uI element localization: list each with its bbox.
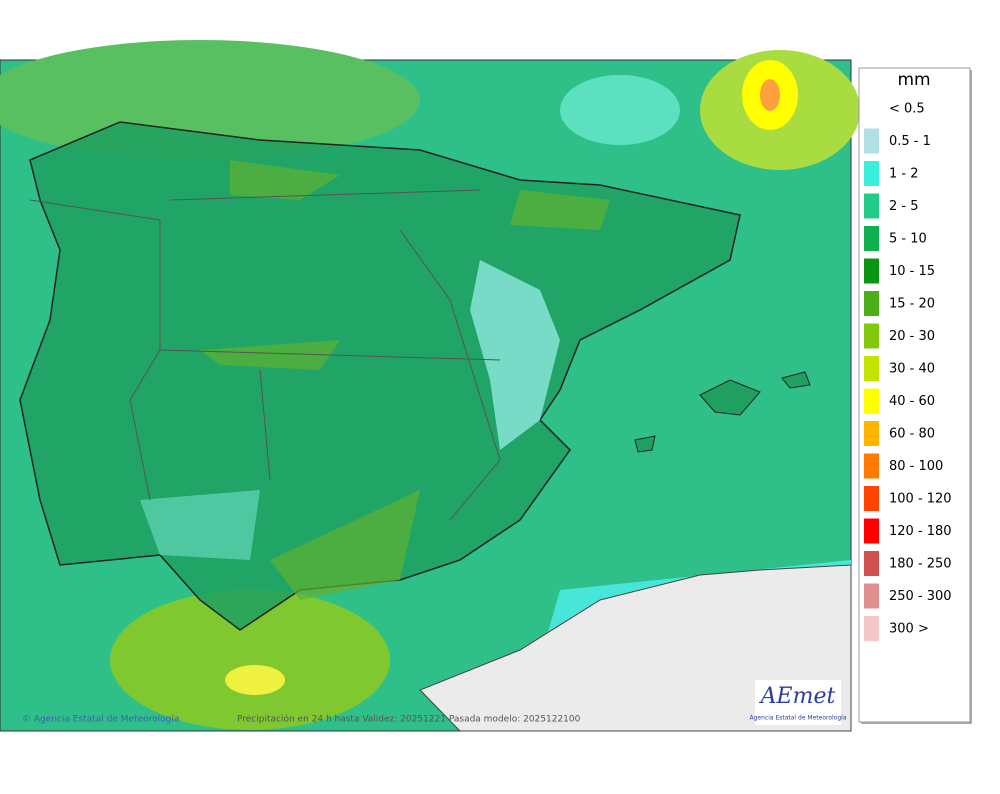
rain-area	[110, 590, 390, 730]
legend-label: 10 - 15	[889, 264, 935, 279]
logo-box	[755, 680, 841, 725]
legend-label: 100 - 120	[889, 492, 952, 507]
island	[634, 435, 656, 453]
legend-label: 40 - 60	[889, 394, 935, 409]
caption: Precipitación en 24 h hasta Validez: 202…	[237, 714, 581, 725]
rain-area	[140, 490, 260, 560]
legend-swatch	[864, 583, 879, 609]
legend-label: 1 - 2	[889, 167, 919, 182]
legend-label: 120 - 180	[889, 524, 952, 539]
legend-label: 300 >	[889, 622, 929, 637]
legend-swatch	[864, 193, 879, 219]
legend-swatch	[864, 226, 879, 251]
legend-swatch	[864, 453, 879, 479]
rain-area	[200, 160, 610, 600]
legend-label: 30 - 40	[889, 362, 935, 377]
legend-swatch	[864, 161, 879, 186]
legend-label: 250 - 300	[889, 589, 952, 604]
border	[29, 189, 501, 521]
legend-label: 5 - 10	[889, 232, 927, 247]
legend-swatch	[864, 616, 879, 641]
island	[699, 379, 761, 416]
legend-label: 2 - 5	[889, 199, 919, 214]
legend-swatch	[864, 551, 879, 576]
legend-swatch	[864, 486, 879, 511]
legend-swatch	[864, 291, 879, 316]
legend-swatch	[864, 421, 879, 446]
legend-swatch	[864, 518, 879, 544]
legend-label: 180 - 250	[889, 557, 952, 572]
map: AEmet Agencia Estatal de Meteorología © …	[0, 40, 860, 732]
legend-swatch	[864, 128, 879, 154]
legend-label: 80 - 100	[889, 459, 943, 474]
legend-label: < 0.5	[889, 102, 925, 117]
logo-name: AEmet	[759, 684, 836, 709]
legend-swatch	[864, 356, 879, 381]
legend-swatch	[864, 323, 879, 349]
rain-area	[760, 79, 780, 111]
logo-subtitle: Agencia Estatal de Meteorología	[750, 715, 847, 722]
legend-label: 60 - 80	[889, 427, 935, 442]
legend-swatch	[864, 388, 879, 414]
rain-area	[225, 665, 285, 695]
island	[781, 371, 811, 389]
rain-area	[470, 260, 560, 450]
legend-label: 0.5 - 1	[889, 134, 931, 149]
legend: mm < 0.5 0.5 - 1 1 - 2 2 - 5 5 - 10 10 - 15 15…	[858, 67, 972, 724]
legend-label: 20 - 30	[889, 329, 935, 344]
legend-label: 15 - 20	[889, 297, 935, 312]
rain-area	[560, 75, 680, 145]
legend-title: mm	[897, 70, 930, 90]
legend-swatch	[864, 258, 879, 284]
africa	[419, 564, 852, 732]
credit: © Agencia Estatal de Meteorología	[22, 715, 179, 725]
